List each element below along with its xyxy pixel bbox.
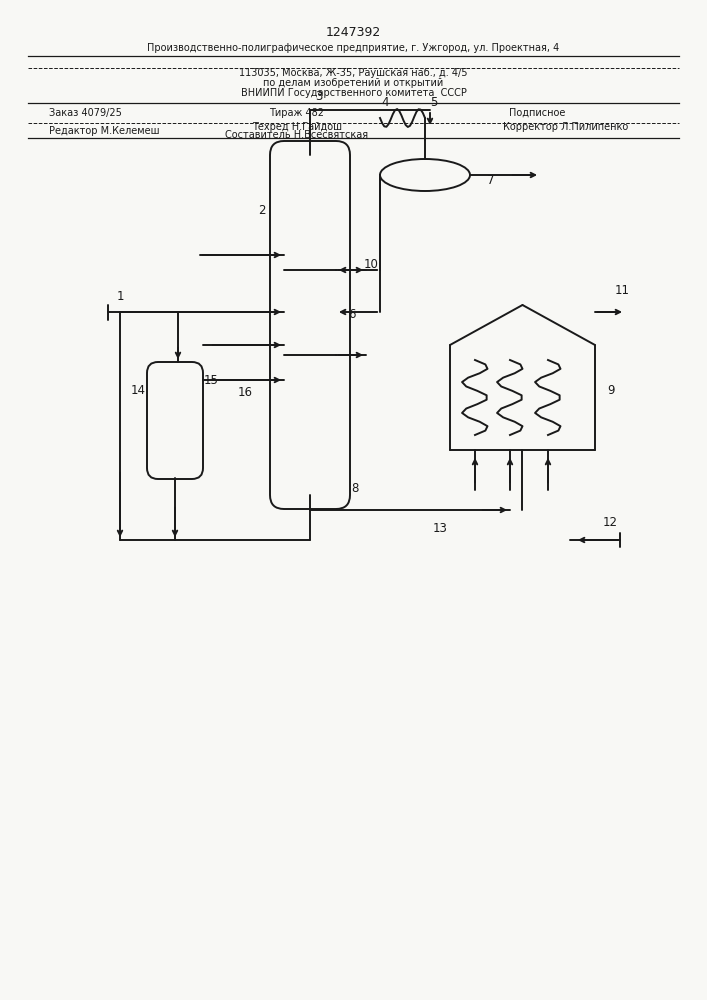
Text: ВНИИПИ Государственного комитета  СССР: ВНИИПИ Государственного комитета СССР bbox=[240, 88, 467, 98]
Text: 12: 12 bbox=[602, 516, 617, 530]
Text: Производственно-полиграфическое предприятие, г. Ужгород, ул. Проектная, 4: Производственно-полиграфическое предприя… bbox=[147, 43, 560, 53]
Text: Заказ 4079/25: Заказ 4079/25 bbox=[49, 108, 122, 118]
Text: 4: 4 bbox=[381, 97, 389, 109]
Text: Составитель Н.Всесвятская: Составитель Н.Всесвятская bbox=[226, 130, 368, 140]
Text: 14: 14 bbox=[131, 383, 146, 396]
Text: 6: 6 bbox=[348, 308, 356, 322]
Text: 11: 11 bbox=[615, 284, 630, 296]
Text: 113035, Москва, Ж-35, Раушская наб., д. 4/5: 113035, Москва, Ж-35, Раушская наб., д. … bbox=[239, 68, 468, 78]
Text: Корректор Л.Пилипенко: Корректор Л.Пилипенко bbox=[503, 122, 629, 132]
Text: Редактор М.Келемеш: Редактор М.Келемеш bbox=[49, 126, 160, 136]
Text: 13: 13 bbox=[433, 522, 448, 534]
Text: 7: 7 bbox=[487, 174, 494, 186]
Text: 1247392: 1247392 bbox=[325, 25, 380, 38]
Text: 16: 16 bbox=[238, 385, 252, 398]
Text: 10: 10 bbox=[364, 257, 379, 270]
Text: 8: 8 bbox=[351, 482, 358, 494]
Text: по делам изобретений и открытий: по делам изобретений и открытий bbox=[264, 78, 443, 88]
Text: 3: 3 bbox=[315, 90, 322, 103]
Text: 5: 5 bbox=[431, 97, 438, 109]
Text: 9: 9 bbox=[607, 383, 614, 396]
Text: 1: 1 bbox=[116, 290, 124, 304]
Text: 2: 2 bbox=[259, 204, 266, 217]
Text: Тираж 482: Тираж 482 bbox=[269, 108, 325, 118]
Text: Подписное: Подписное bbox=[509, 108, 566, 118]
Text: Техред Н.Гайдош: Техред Н.Гайдош bbox=[252, 122, 342, 132]
Text: 15: 15 bbox=[204, 373, 219, 386]
